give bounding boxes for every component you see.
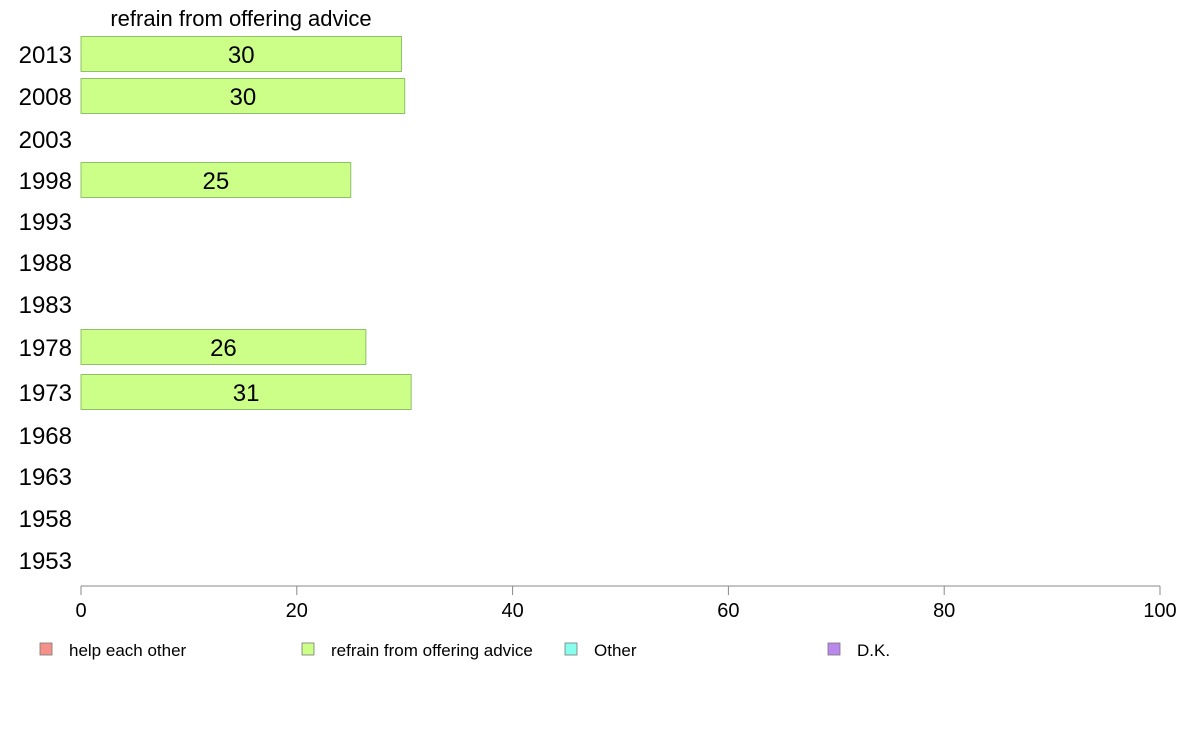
- category-labels: 2013 2008 2003 1998 1993 1988 1983 1978 1973 1968…: [19, 42, 72, 575]
- legend-swatch: [564, 642, 578, 656]
- category-label: 2008: [19, 84, 72, 111]
- legend-label: D.K.: [857, 641, 890, 660]
- x-tick-label: 20: [286, 600, 308, 622]
- bar-value-label: 26: [210, 335, 237, 362]
- legend-label: help each other: [69, 641, 187, 660]
- bars-group: 30 30 25 26 31: [80, 36, 412, 410]
- category-label: 1988: [19, 250, 72, 277]
- category-label: 1968: [19, 423, 72, 450]
- legend: help each other refrain from offering adv…: [39, 641, 890, 660]
- bar: [80, 162, 352, 198]
- bar: [80, 36, 402, 72]
- x-tick-label: 80: [933, 600, 955, 622]
- bar: [80, 329, 367, 365]
- category-label: 2013: [19, 42, 72, 69]
- bar-value-label: 25: [203, 168, 230, 195]
- legend-swatch: [301, 642, 315, 656]
- legend-label: refrain from offering advice: [331, 641, 533, 660]
- x-tick-label: 0: [75, 600, 86, 622]
- x-tick-label: 100: [1143, 600, 1176, 622]
- legend-swatch: [39, 642, 53, 656]
- bar-value-label: 31: [233, 380, 260, 407]
- bar-value-label: 30: [229, 84, 256, 111]
- category-label: 1953: [19, 548, 72, 575]
- x-tick-label: 40: [501, 600, 523, 622]
- category-label: 2003: [19, 127, 72, 154]
- x-axis-ticks: 0 20 40 60 80 100: [75, 586, 1177, 622]
- bar: [80, 374, 412, 410]
- category-label: 1998: [19, 168, 72, 195]
- bar: [80, 78, 406, 114]
- x-tick-label: 60: [717, 600, 739, 622]
- category-label: 1973: [19, 380, 72, 407]
- category-label: 1978: [19, 335, 72, 362]
- category-label: 1993: [19, 209, 72, 236]
- category-label: 1958: [19, 506, 72, 533]
- bar-value-label: 30: [228, 42, 255, 69]
- category-label: 1983: [19, 292, 72, 319]
- legend-label: Other: [594, 641, 637, 660]
- chart-title: refrain from offering advice: [110, 6, 371, 31]
- category-label: 1963: [19, 464, 72, 491]
- legend-swatch: [827, 642, 841, 656]
